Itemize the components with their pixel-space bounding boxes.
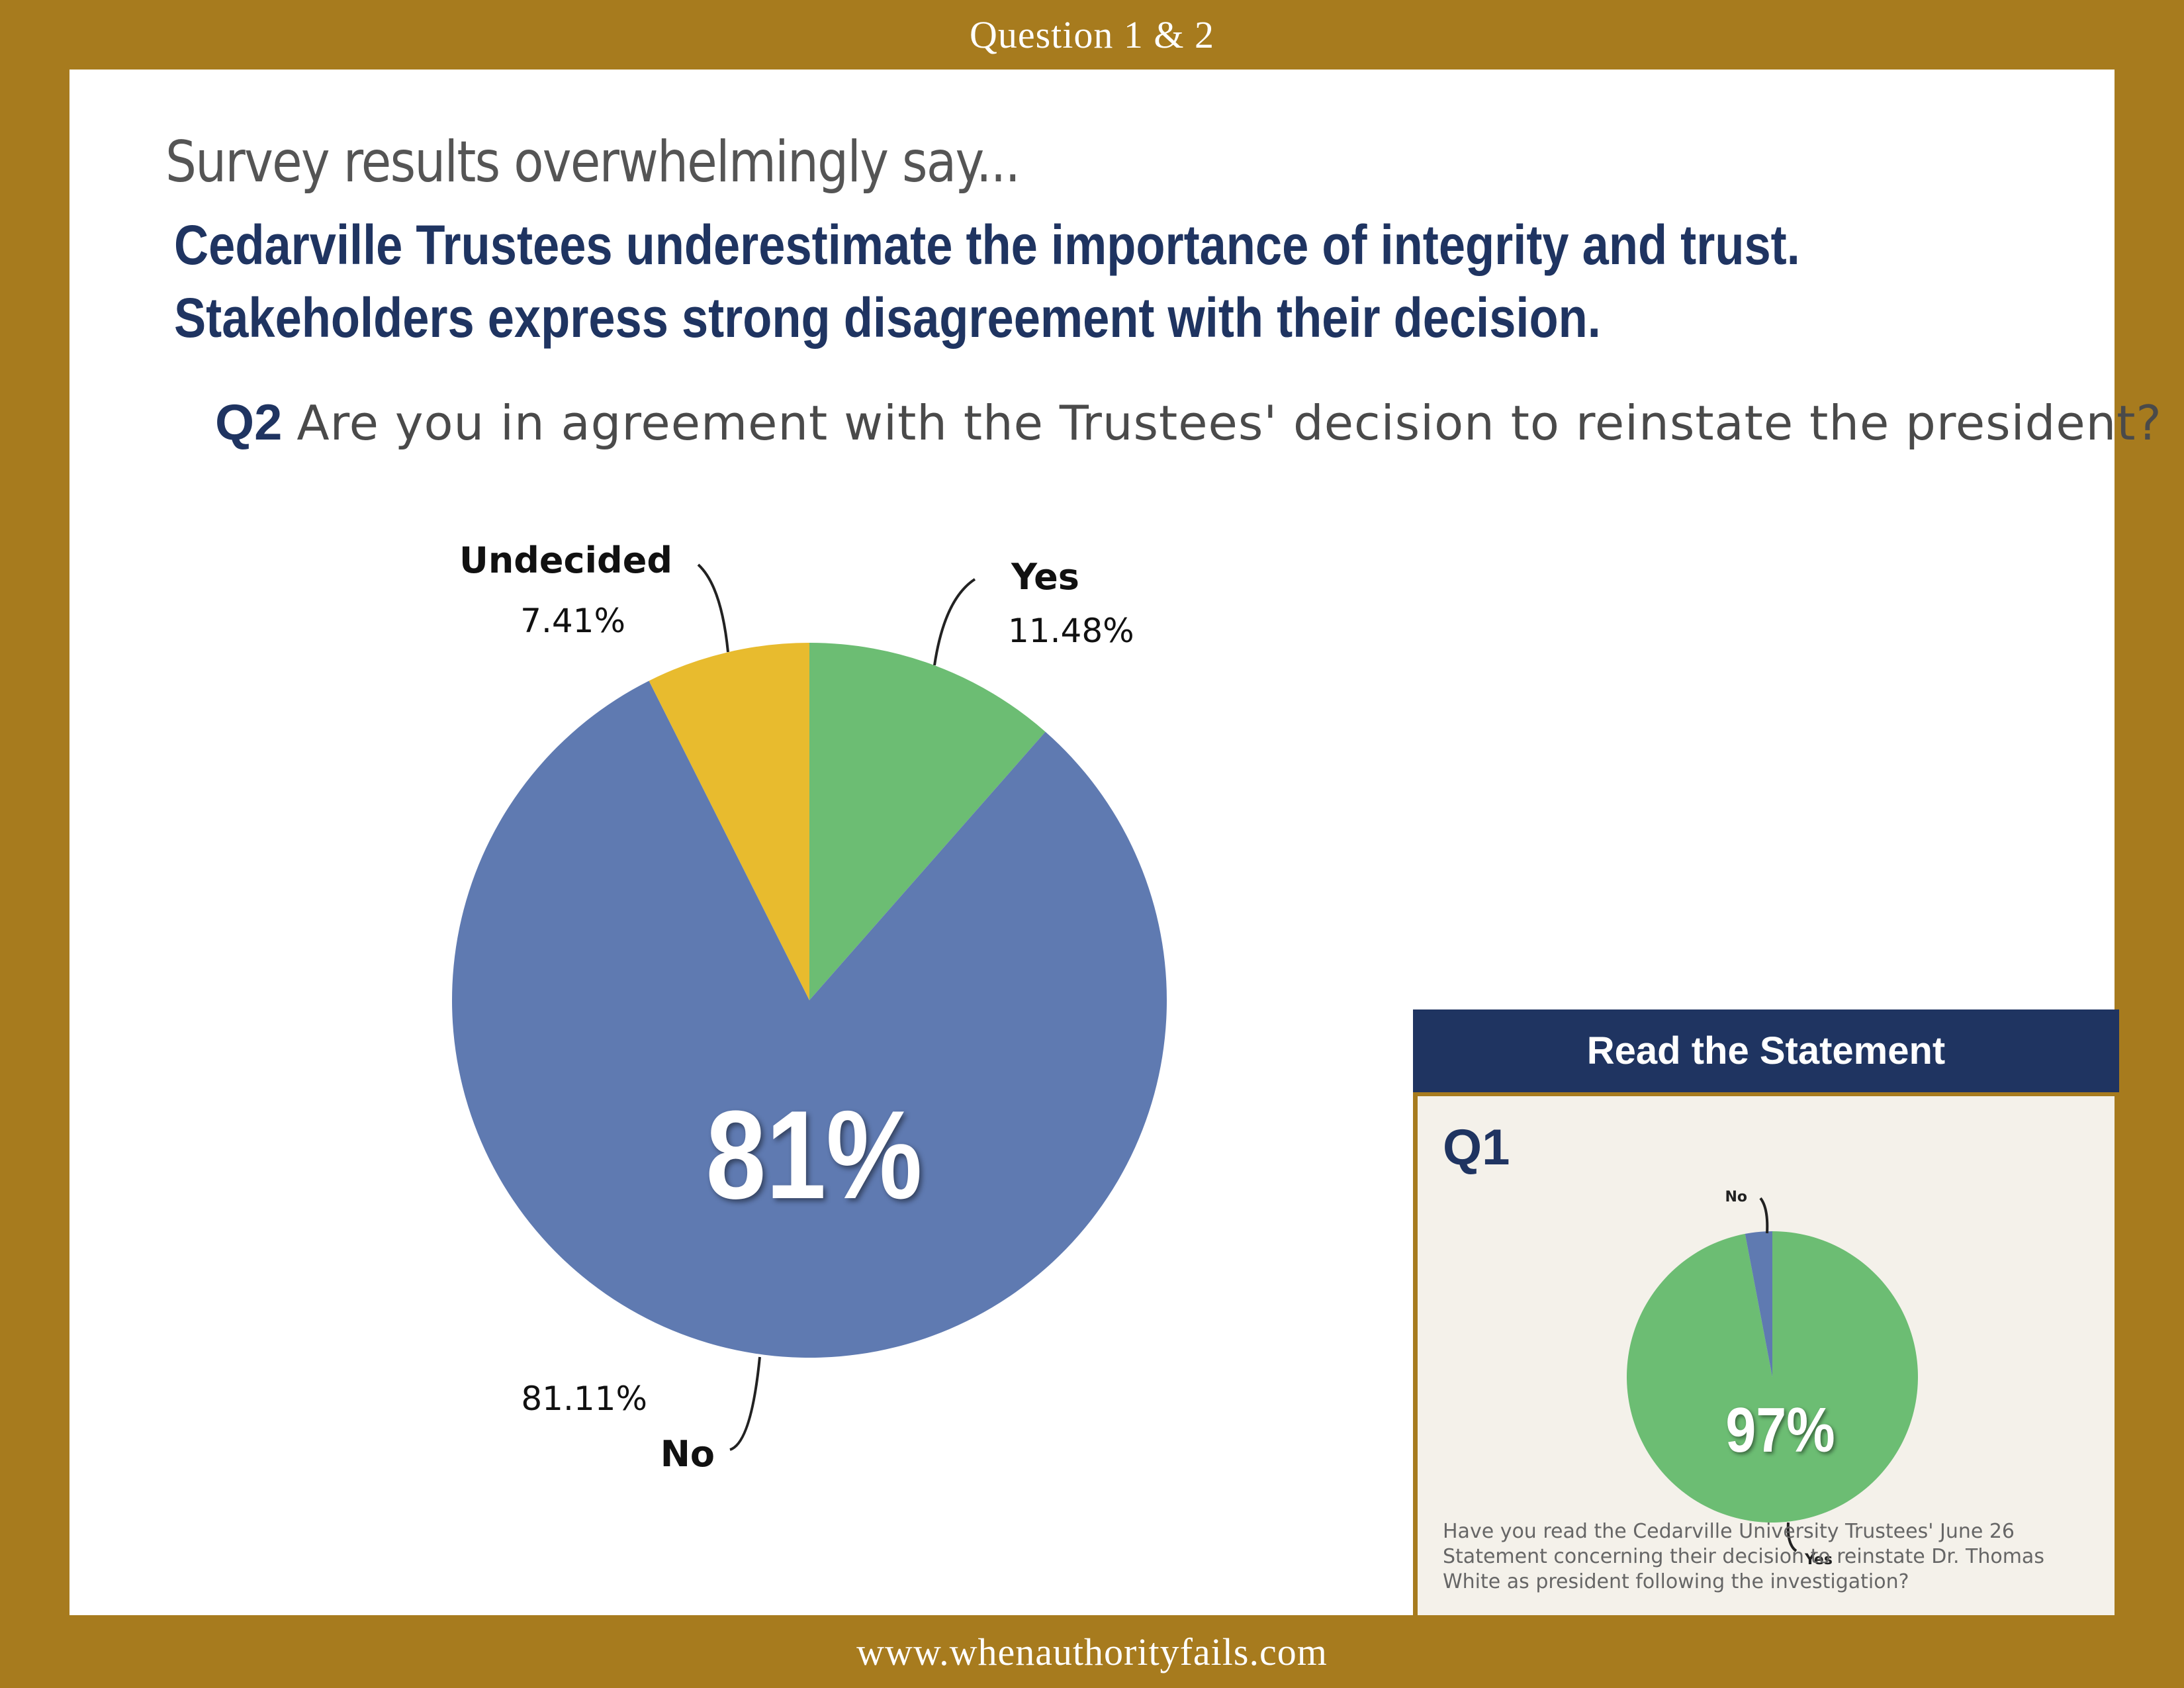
label-yes-small: Yes xyxy=(1804,1552,1833,1568)
q1-question-text: Have you read the Cedarville University … xyxy=(1443,1520,2044,1593)
label-undecided-name: Undecided xyxy=(459,539,672,581)
pie-slice-yes xyxy=(809,643,1046,1000)
q2-question-text: Are you in agreement with the Trustees' … xyxy=(296,395,2162,451)
bottom-banner: www.whenauthorityfails.com xyxy=(0,1615,2184,1688)
label-undecided-value: 7.41% xyxy=(520,602,625,640)
pie-slice-yes xyxy=(1626,1231,1918,1523)
headline-line-2: Stakeholders express strong disagreement… xyxy=(174,287,1601,349)
pie-slice-no xyxy=(1745,1231,1772,1377)
leader-yes xyxy=(933,578,976,666)
q2-pie-chart: Yes 11.48% Undecided 7.41% 81.11% No 81% xyxy=(452,539,1167,1475)
label-no-small: No xyxy=(1725,1189,1747,1205)
q1-tag: Q1 xyxy=(1443,1119,1510,1176)
q2-tag: Q2 xyxy=(215,395,283,451)
statement-panel: Read the Statement Q1 No Yes 97% Have you … xyxy=(1413,1009,2119,1615)
footer-url[interactable]: www.whenauthorityfails.com xyxy=(856,1630,1328,1673)
intro-text: Survey results overwhelmingly say... xyxy=(165,129,1021,195)
leader-yes-small xyxy=(1786,1522,1797,1552)
q2-question: Q2 Are you in agreement with the Trustees… xyxy=(215,394,2162,451)
banner-title: Question 1 & 2 xyxy=(969,13,1215,56)
q1-pie-chart: No Yes 97% xyxy=(1626,1189,1918,1568)
pie-slice-undecided xyxy=(649,643,809,1000)
headline: Cedarville Trustees underestimate the im… xyxy=(174,209,1800,354)
label-yes-value: 11.48% xyxy=(1008,612,1134,650)
big-percentage-label-small: 97% xyxy=(1725,1394,1835,1465)
label-no-name: No xyxy=(660,1433,715,1475)
top-banner: Question 1 & 2 xyxy=(0,0,2184,70)
pie-slice-no xyxy=(452,680,1167,1358)
headline-line-1: Cedarville Trustees underestimate the im… xyxy=(174,214,1800,276)
read-statement-label: Read the Statement xyxy=(1586,1029,1946,1072)
label-yes-name: Yes xyxy=(1011,556,1079,598)
leader-undecided xyxy=(697,563,729,653)
label-no-value: 81.11% xyxy=(521,1380,647,1418)
read-statement-button[interactable]: Read the Statement xyxy=(1413,1009,2119,1096)
leader-no-small xyxy=(1759,1197,1769,1234)
big-percentage-label: 81% xyxy=(705,1084,922,1225)
main-panel: Survey results overwhelmingly say... Ced… xyxy=(69,70,2161,1615)
leader-no xyxy=(729,1356,761,1451)
